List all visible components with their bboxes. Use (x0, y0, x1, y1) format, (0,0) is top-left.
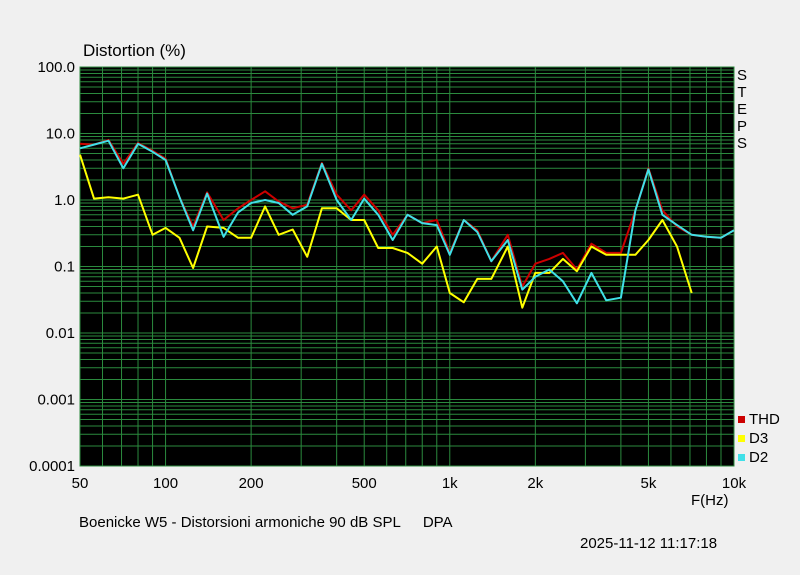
legend-label: THD (749, 411, 780, 428)
series-line-d3 (79, 154, 693, 309)
legend-swatch (738, 416, 745, 423)
legend-item-d3: D3 (738, 430, 768, 447)
y-tick-label: 0.001 (37, 392, 75, 409)
y-tick-label: 10.0 (46, 126, 75, 143)
legend-swatch (738, 435, 745, 442)
plot-border (79, 66, 735, 467)
caption-title: Boenicke W5 - Distorsioni armoniche 90 d… (79, 514, 401, 531)
steps-letter: P (736, 118, 747, 135)
legend-item-thd: THD (738, 411, 780, 428)
legend-item-d2: D2 (738, 449, 768, 466)
steps-letter: S (736, 135, 747, 152)
y-tick-label: 0.1 (54, 259, 75, 276)
x-tick-label: 50 (72, 475, 89, 492)
x-tick-label: 500 (352, 475, 377, 492)
y-tick-label: 100.0 (37, 59, 75, 76)
timestamp: 2025-11-12 11:17:18 (580, 535, 718, 552)
x-tick-label: 5k (641, 475, 657, 492)
steps-letter: S (736, 67, 747, 84)
axis-ticks: 50 100 200 500 1k 2k 5k 10k 100.0 10.0 1.0 0.1 0.01 0… (29, 59, 746, 492)
x-tick-label: 200 (239, 475, 264, 492)
caption-source: DPA (422, 514, 453, 531)
series-line-d2 (79, 139, 735, 305)
legend-label: D2 (749, 449, 769, 466)
grid (79, 66, 735, 467)
y-tick-label: 0.01 (46, 325, 75, 342)
caption: Boenicke W5 - Distorsioni armoniche 90 d… (79, 514, 453, 531)
y-tick-label: 1.0 (54, 192, 75, 209)
legend-swatch (738, 454, 745, 461)
x-tick-label: 100 (153, 475, 178, 492)
y-tick-label: 0.0001 (29, 458, 75, 475)
series-lines (79, 138, 735, 309)
x-tick-label: 10k (722, 475, 747, 492)
x-tick-label: 2k (527, 475, 543, 492)
steps-letter: T (737, 84, 747, 101)
legend-label: D3 (749, 430, 769, 447)
x-axis-label: F(Hz) (691, 492, 729, 509)
x-tick-label: 1k (442, 475, 458, 492)
steps-letter: E (736, 101, 747, 118)
chart-title: Distortion (%) (83, 41, 186, 60)
